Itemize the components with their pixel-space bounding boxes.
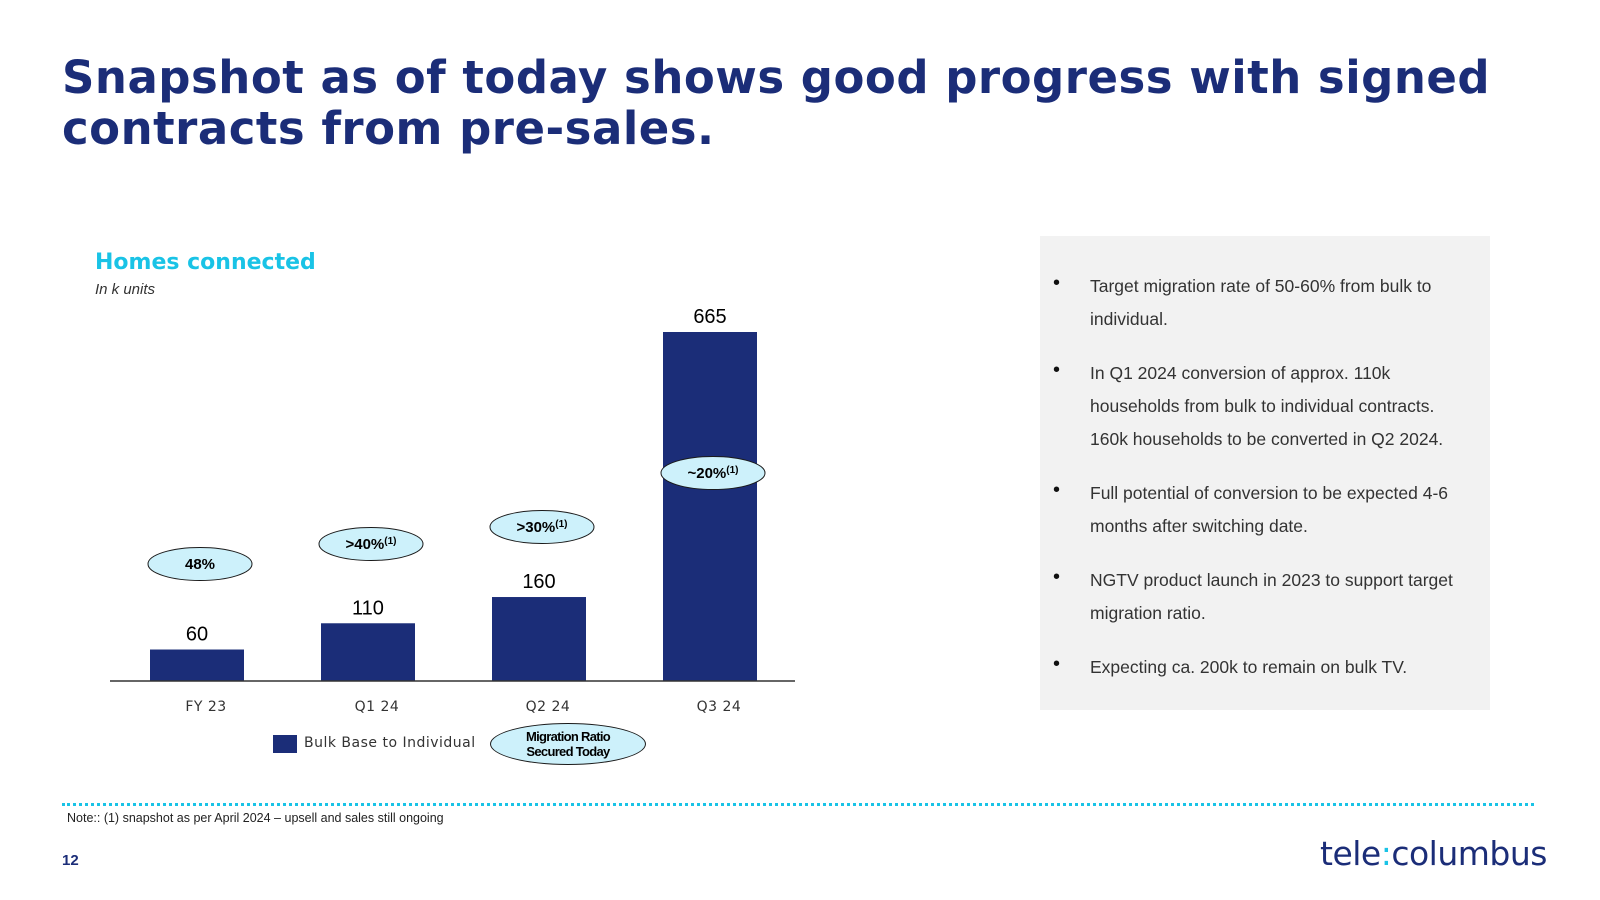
chart-title: Homes connected <box>95 250 316 275</box>
x-tick-label: Q2 24 <box>526 699 571 715</box>
x-tick-label: Q1 24 <box>355 699 400 715</box>
bar <box>492 597 586 681</box>
dotted-divider <box>62 803 1534 806</box>
x-tick-label: FY 23 <box>185 699 226 715</box>
migration-ratio-label: >30%(1) <box>516 519 567 536</box>
migration-ratio-oval <box>660 456 766 490</box>
legend-oval-line2: Secured Today <box>526 744 610 759</box>
telecolumbus-logo: tele:columbus <box>1320 834 1547 873</box>
bullet-item: In Q1 2024 conversion of approx. 110k ho… <box>1053 354 1473 456</box>
slide-title: Snapshot as of today shows good progress… <box>62 51 1491 155</box>
bar-chart: 60 FY 23 48% 110 Q1 24 >40%(1) 160 Q2 24 >30%(1)… <box>110 306 795 715</box>
legend-oval-line1: Migration Ratio <box>525 729 611 744</box>
bar-value-label: 160 <box>522 571 555 593</box>
bullet-item: Expecting ca. 200k to remain on bulk TV. <box>1053 648 1473 684</box>
legend-label-bulk: Bulk Base to Individual <box>304 735 476 751</box>
bar <box>663 332 757 681</box>
migration-ratio-oval <box>147 547 253 581</box>
migration-ratio-label: ~20%(1) <box>687 465 738 482</box>
bullet-item: Target migration rate of 50-60% from bul… <box>1053 267 1473 336</box>
info-panel: Target migration rate of 50-60% from bul… <box>1040 236 1490 710</box>
legend-migration-oval: Migration Ratio Secured Today <box>490 723 646 765</box>
chart-subtitle: In k units <box>95 281 156 298</box>
bar-value-label: 110 <box>352 597 384 619</box>
page-number: 12 <box>62 852 79 869</box>
bullet-item: NGTV product launch in 2023 to support t… <box>1053 561 1473 630</box>
bullet-item: Full potential of conversion to be expec… <box>1053 474 1473 543</box>
bullet-list: Target migration rate of 50-60% from bul… <box>1053 267 1473 705</box>
footnote: Note:: (1) snapshot as per April 2024 – … <box>67 811 444 825</box>
legend-swatch-bulk <box>273 735 297 753</box>
bar <box>150 649 244 681</box>
bar-value-label: 60 <box>186 624 208 646</box>
migration-ratio-oval <box>318 527 424 561</box>
migration-ratio-label: 48% <box>185 556 215 573</box>
x-tick-label: Q3 24 <box>697 699 742 715</box>
bar-value-label: 665 <box>693 306 726 328</box>
bar <box>321 623 415 681</box>
migration-ratio-label: >40%(1) <box>345 536 396 553</box>
migration-ratio-oval <box>489 510 595 544</box>
